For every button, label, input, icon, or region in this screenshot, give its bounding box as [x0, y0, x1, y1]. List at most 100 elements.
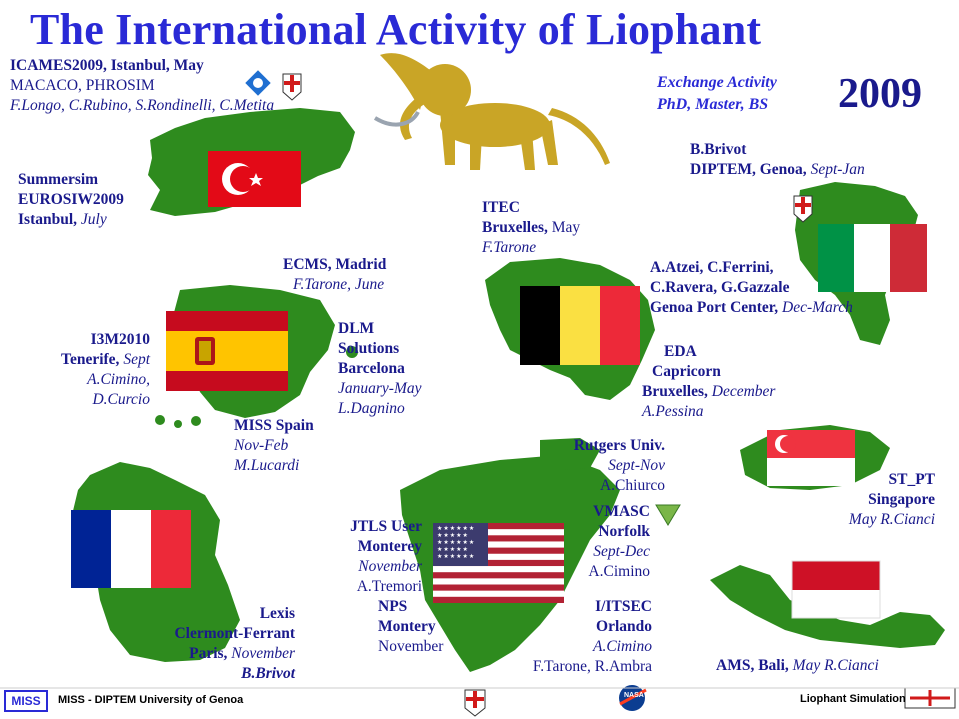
istanbul-label: Istanbul, July [18, 211, 107, 228]
france-brivot: B.Brivot [241, 665, 295, 682]
turkey-flag [208, 151, 301, 207]
liophant-footer-logo [904, 687, 956, 709]
eda-person: A.Pessina [642, 403, 704, 420]
belgium-flag [520, 286, 640, 365]
italy-brivot: B.Brivot [690, 141, 747, 158]
exchange-line2: PhD, Master, BS [657, 96, 769, 113]
ams-label: AMS, Bali, May R.Cianci [716, 657, 879, 674]
jtls-label: JTLS User [350, 518, 422, 535]
belgium-eda-block: EDA Capricorn Bruxelles, December A.Pess… [642, 342, 775, 422]
paris-label: Paris, November [189, 645, 295, 662]
monterey-label: Monterey [357, 538, 422, 555]
eda-bruxelles: Bruxelles, December [642, 383, 776, 400]
sept-nov-label: Sept-Nov [608, 457, 665, 474]
summersim-block: Summersim EUROSIW2009 Istanbul, July [18, 170, 124, 230]
indonesia-flag [791, 560, 881, 619]
usa-flag [433, 523, 564, 603]
vmasc-logo [655, 504, 681, 526]
i3m-label: I3M2010 [90, 331, 150, 348]
lexis-label: Lexis [259, 605, 295, 622]
year-label: 2009 [838, 71, 922, 117]
stpt-label: ST_PT [888, 471, 935, 488]
ecms-label: ECMS, Madrid [283, 256, 387, 273]
tarone-label: F.Tarone, R.Ambra [532, 658, 652, 675]
ecms-who: F.Tarone, June [293, 276, 385, 293]
genoa-crest-icon-footer [464, 689, 486, 717]
miss-spain-label: MISS Spain [234, 417, 314, 434]
exchange-line1: Exchange Activity [657, 74, 777, 91]
nps-block: NPS Montery November [378, 597, 443, 657]
turkey-block: ICAMES2009, Istanbul, May MACACO, PHROSI… [10, 56, 274, 116]
icames-label: ICAMES2009, Istanbul, May [10, 57, 204, 74]
miss-logo-text: MISS [11, 694, 41, 708]
miss-spain-block: MISS Spain Nov-Feb M.Lucardi [234, 416, 314, 476]
singapore-when: May R.Cianci [848, 511, 935, 528]
italy-flag [818, 224, 927, 292]
indonesia-block: AMS, Bali, May R.Cianci [716, 656, 879, 676]
indonesia-map [710, 565, 945, 648]
eurosiw-label: EUROSIW2009 [18, 191, 124, 208]
barcelona-label: Barcelona [338, 360, 405, 377]
jtls-block: JTLS User Monterey November A.Tremori [322, 517, 422, 597]
iitsec-label: I/ITSEC [595, 598, 652, 615]
footer-left-text: MISS - DIPTEM University of Genoa [58, 694, 244, 706]
nov-feb-label: Nov-Feb [234, 437, 289, 454]
singapore-label: Singapore [868, 491, 935, 508]
italy-atzei: A.Atzei, C.Ferrini, [650, 259, 774, 276]
dagnino-label: L.Dagnino [338, 400, 405, 417]
france-block: Lexis Clermont-Ferrant Paris, November B… [120, 604, 295, 684]
genoa-crest-icon-italy [793, 195, 813, 223]
france-flag [71, 510, 191, 588]
singapore-block: ST_PT Singapore May R.Cianci [800, 470, 935, 530]
capricorn-label: Capricorn [652, 363, 721, 380]
nasa-logo [619, 685, 647, 711]
canary-island-2 [174, 420, 182, 428]
rutgers-block: Rutgers Univ. Sept-Nov A.Chiurco [520, 436, 665, 496]
sept-dec-label: Sept-Dec [593, 543, 650, 560]
summersim-label: Summersim [18, 171, 99, 188]
nasa-logo-text: NASA [624, 692, 644, 699]
miss-logo: MISS [4, 690, 48, 712]
tenerife-label: Tenerife, Sept [61, 351, 150, 368]
vmasc-label: VMASC [593, 503, 650, 520]
tremori-label: A.Tremori [356, 578, 422, 595]
orlando-label: Orlando [596, 618, 652, 635]
belgium-itec-block: ITEC Bruxelles, May F.Tarone [482, 198, 580, 258]
italy-genoa-port: Genoa Port Center, Dec-March [650, 299, 853, 316]
eda-label: EDA [664, 343, 697, 360]
vmasc-cimino: A.Cimino [588, 563, 650, 580]
jan-may-label: January-May [338, 380, 422, 397]
canary-island-3 [191, 416, 201, 426]
page-title: The International Activity of Liophant [30, 5, 762, 54]
liophant-mascot [380, 53, 610, 170]
i3m-block: I3M2010 Tenerife, Sept A.Cimino, D.Curci… [10, 330, 150, 410]
balearic-island [346, 346, 358, 358]
canary-island-1 [155, 415, 165, 425]
montery-label: Montery [378, 618, 436, 635]
exchange-activity-label: Exchange Activity PhD, Master, BS [657, 72, 777, 116]
itec-person: F.Tarone [482, 239, 537, 256]
clermont-label: Clermont-Ferrant [174, 625, 295, 642]
rutgers-label: Rutgers Univ. [573, 437, 665, 454]
solutions-label: Solutions [338, 340, 400, 357]
greenland-map [540, 438, 600, 470]
italy-diptem: DIPTEM, Genoa, Sept-Jan [690, 161, 865, 178]
genoa-crest-icon [282, 73, 302, 101]
itec-bruxelles: Bruxelles, May [482, 219, 581, 236]
lucardi-label: M.Lucardi [234, 457, 300, 474]
liophant-tusk [373, 110, 420, 127]
iitsec-block: I/ITSEC Orlando A.Cimino F.Tarone, R.Amb… [500, 597, 652, 677]
singapore-flag [767, 430, 855, 486]
cimino-label: A.Cimino, [87, 371, 150, 388]
turkey-people: F.Longo, C.Rubino, S.Rondinelli, C.Metit… [10, 97, 275, 114]
dlm-block: DLM Solutions Barcelona January-May L.Da… [338, 319, 422, 419]
iitsec-cimino: A.Cimino [593, 638, 652, 655]
ecms-block: ECMS, Madrid F.Tarone, June [283, 255, 386, 295]
curcio-label: D.Curcio [92, 391, 150, 408]
spain-flag [166, 311, 288, 391]
nps-label: NPS [378, 598, 408, 615]
italy-brivot-block: B.Brivot DIPTEM, Genoa, Sept-Jan [690, 140, 865, 180]
macaco-label: MACACO, PHROSIM [10, 77, 155, 94]
november2-label: November [378, 638, 444, 655]
